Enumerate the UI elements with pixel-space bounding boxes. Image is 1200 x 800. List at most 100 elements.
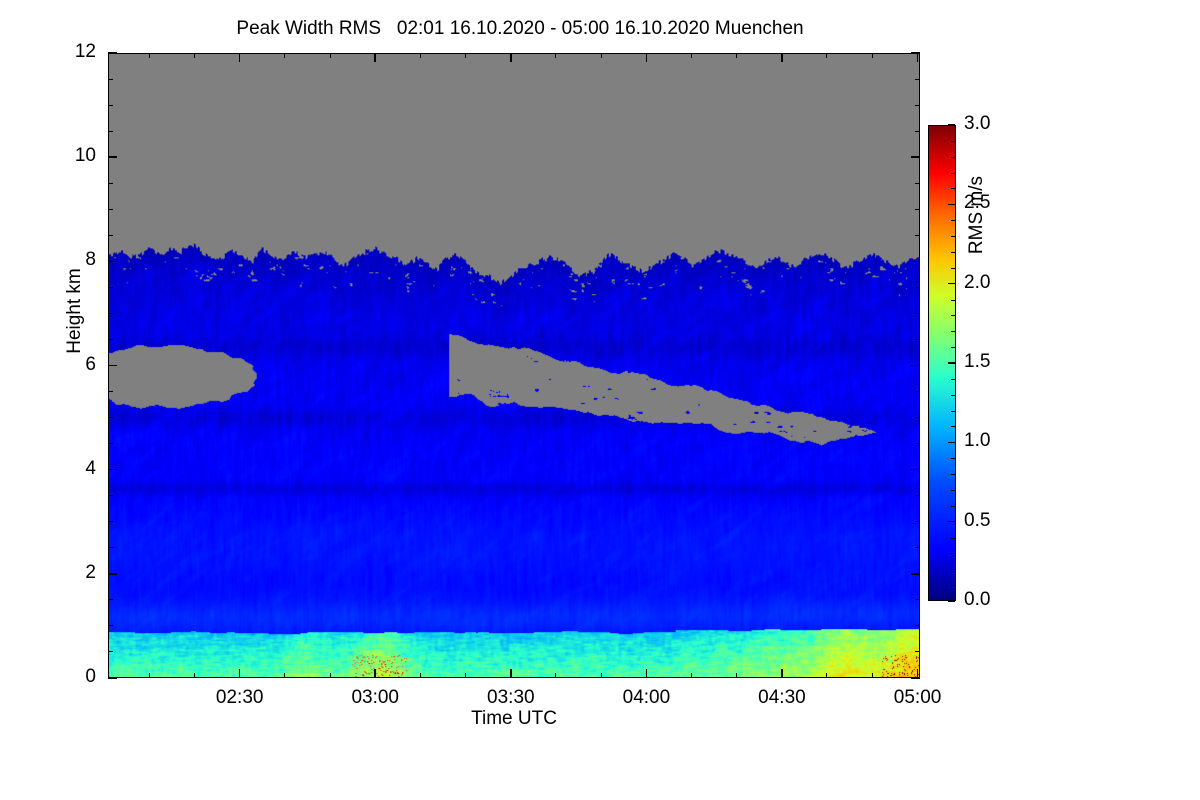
y-tick-minor <box>915 208 920 210</box>
y-tick-label: 6 <box>85 353 96 375</box>
y-tick-minor <box>915 625 920 627</box>
x-tick-major <box>510 669 512 678</box>
colorbar-tick-minor <box>951 585 955 587</box>
x-tick-minor <box>871 53 873 58</box>
x-tick-minor <box>690 53 692 58</box>
y-tick-minor <box>915 521 920 523</box>
y-tick-minor <box>915 417 920 419</box>
y-tick-minor <box>108 443 113 445</box>
x-tick-major <box>238 53 241 62</box>
x-tick-minor <box>826 673 828 678</box>
colorbar-tick-minor <box>951 251 955 253</box>
y-tick-major <box>108 677 117 679</box>
x-tick-minor <box>148 673 150 678</box>
y-tick-major <box>911 364 920 367</box>
y-tick-minor <box>915 78 920 80</box>
x-tick-minor <box>736 673 738 678</box>
y-tick-label: 2 <box>85 561 96 583</box>
x-tick-minor <box>690 673 692 678</box>
y-tick-minor <box>915 130 920 132</box>
colorbar-tick-label: 1.0 <box>964 430 991 452</box>
y-tick-minor <box>108 625 113 627</box>
x-tick-label: 03:30 <box>487 687 535 708</box>
y-tick-minor <box>108 521 113 523</box>
y-tick-minor <box>915 547 920 549</box>
y-tick-minor <box>108 104 113 106</box>
y-tick-major <box>108 573 117 575</box>
x-tick-major <box>374 669 376 678</box>
x-tick-minor <box>465 673 467 678</box>
colorbar-tick-minor <box>951 458 955 460</box>
x-tick-minor <box>284 53 286 58</box>
x-tick-minor <box>329 53 331 58</box>
x-tick-minor <box>600 53 602 58</box>
x-tick-minor <box>329 673 331 678</box>
colorbar-tick-label: 2.0 <box>964 271 991 293</box>
x-tick-major <box>916 669 919 678</box>
x-tick-minor <box>600 673 602 678</box>
colorbar-tick-major <box>948 441 955 444</box>
colorbar-tick-major <box>948 124 955 126</box>
y-tick-label: 4 <box>85 457 96 479</box>
y-tick-minor <box>108 391 113 393</box>
y-tick-major <box>108 156 117 158</box>
x-tick-minor <box>419 53 421 58</box>
heatmap-canvas <box>109 54 919 677</box>
colorbar-tick-minor <box>951 347 955 349</box>
y-tick-minor <box>108 338 113 340</box>
y-tick-minor <box>915 338 920 340</box>
colorbar-tick-major <box>948 600 955 602</box>
y-tick-major <box>911 468 920 471</box>
colorbar-tick-major <box>948 203 955 206</box>
colorbar-tick-minor <box>951 489 955 491</box>
y-tick-minor <box>108 312 113 314</box>
x-tick-label: 04:30 <box>758 687 806 708</box>
y-tick-minor <box>108 599 113 601</box>
y-tick-major <box>911 677 920 679</box>
y-tick-label: 10 <box>74 145 96 167</box>
colorbar-tick-minor <box>951 188 955 190</box>
y-tick-major <box>108 260 117 263</box>
y-tick-minor <box>108 547 113 549</box>
x-tick-major <box>645 669 648 678</box>
colorbar-tick-major <box>948 282 955 285</box>
colorbar-tick-label: 0.5 <box>964 509 991 531</box>
x-tick-major <box>374 53 376 62</box>
colorbar-tick-label: 2.5 <box>964 192 991 214</box>
chart-title: Peak Width RMS 02:01 16.10.2020 - 05:00 … <box>236 18 804 39</box>
colorbar-tick-minor <box>951 267 955 269</box>
y-tick-minor <box>915 599 920 601</box>
x-tick-minor <box>871 673 873 678</box>
x-tick-major <box>916 53 919 62</box>
x-tick-minor <box>555 53 557 58</box>
y-tick-minor <box>915 182 920 184</box>
heatmap-plot-area[interactable] <box>108 53 920 678</box>
x-tick-major <box>238 669 241 678</box>
x-tick-label: 05:00 <box>893 687 942 708</box>
y-tick-label: 8 <box>85 249 96 271</box>
y-tick-minor <box>108 78 113 80</box>
colorbar-tick-label: 3.0 <box>964 113 991 134</box>
y-tick-minor <box>108 208 113 210</box>
x-axis-label: Time UTC <box>471 708 557 729</box>
colorbar-tick-major <box>948 520 955 523</box>
x-tick-minor <box>465 53 467 58</box>
y-tick-minor <box>915 312 920 314</box>
y-tick-minor <box>915 443 920 445</box>
colorbar-tick-major <box>948 362 955 364</box>
colorbar-tick-minor <box>951 410 955 412</box>
x-tick-minor <box>194 53 196 58</box>
x-tick-minor <box>284 673 286 678</box>
colorbar-tick-minor <box>951 140 955 142</box>
y-tick-minor <box>915 286 920 288</box>
colorbar-tick-minor <box>951 331 955 333</box>
x-tick-major <box>781 669 783 678</box>
x-tick-label: 03:00 <box>351 687 399 708</box>
x-tick-minor <box>736 53 738 58</box>
colorbar-tick-minor <box>951 537 955 539</box>
y-tick-minor <box>915 651 920 653</box>
colorbar-tick-minor <box>951 236 955 238</box>
colorbar-tick-minor <box>951 505 955 507</box>
y-tick-label: 12 <box>74 41 96 62</box>
y-tick-minor <box>915 391 920 393</box>
